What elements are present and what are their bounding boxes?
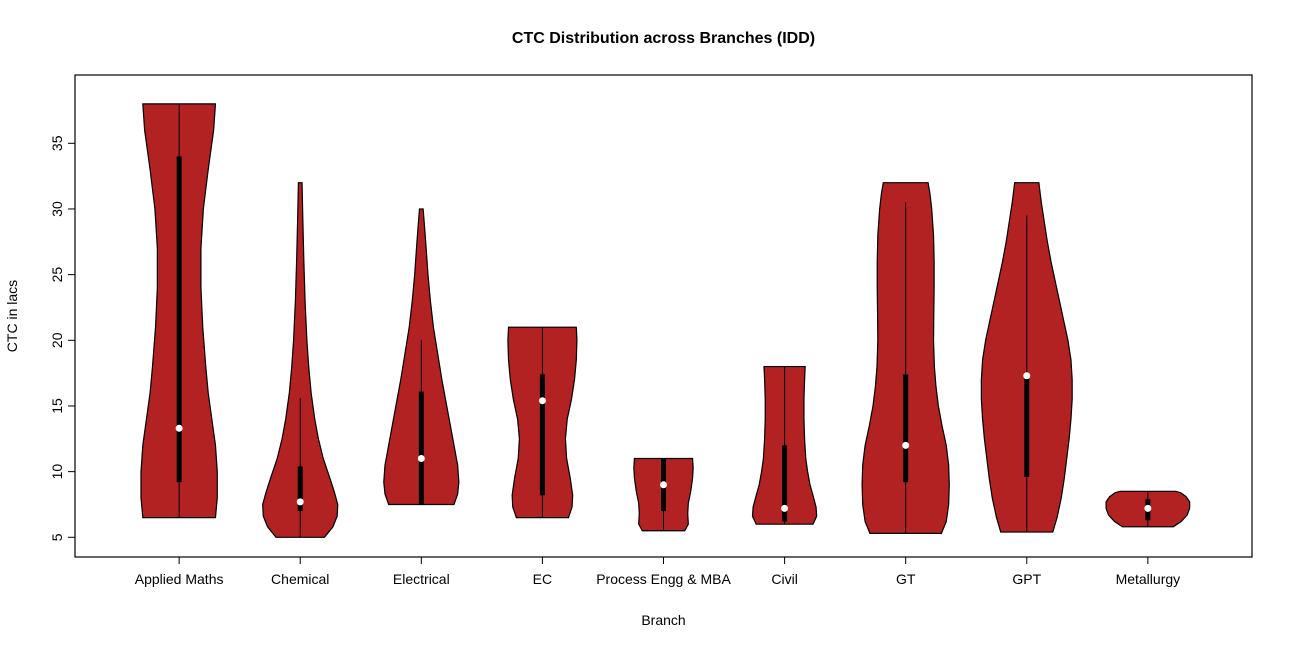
y-tick-label: 15	[49, 398, 65, 414]
iqr-box-applied-maths	[176, 156, 182, 483]
x-tick-label-chemical: Chemical	[271, 571, 329, 587]
iqr-box-gpt	[1024, 373, 1030, 477]
iqr-box-chemical	[297, 466, 303, 512]
x-tick-label-gpt: GPT	[1012, 571, 1041, 587]
plot-border	[74, 74, 1253, 558]
y-tick-label: 30	[49, 201, 65, 217]
median-dot-chemical	[296, 498, 304, 506]
y-tick-label: 25	[49, 267, 65, 283]
iqr-box-civil	[782, 445, 788, 522]
median-dot-gpt	[1023, 372, 1031, 380]
violin-chemical	[262, 182, 339, 538]
x-tick-label-applied-maths: Applied Maths	[135, 571, 224, 587]
median-dot-gt	[902, 441, 910, 449]
y-tick-label: 10	[49, 464, 65, 480]
x-axis-label: Branch	[641, 612, 686, 628]
median-dot-process-engg-mba	[660, 481, 667, 489]
median-dot-electrical	[417, 454, 425, 462]
y-tick-label: 35	[49, 135, 65, 151]
median-dot-ec	[538, 397, 546, 405]
iqr-box-gt	[903, 374, 909, 483]
median-dot-civil	[781, 504, 789, 512]
median-dot-metallurgy	[1144, 504, 1152, 512]
x-tick-label-electrical: Electrical	[393, 571, 450, 587]
iqr-box-electrical	[418, 391, 424, 505]
median-dot-applied-maths	[175, 424, 183, 432]
x-tick-label-gt: GT	[896, 571, 916, 587]
iqr-box-ec	[539, 374, 545, 496]
y-tick-label: 5	[49, 533, 65, 541]
x-tick-label-process-engg-mba: Process Engg & MBA	[596, 571, 731, 587]
x-tick-label-metallurgy: Metallurgy	[1116, 571, 1181, 587]
y-tick-label: 20	[49, 332, 65, 348]
chart-title: CTC Distribution across Branches (IDD)	[511, 30, 816, 47]
x-tick-label-civil: Civil	[771, 571, 797, 587]
x-tick-label-ec: EC	[533, 571, 552, 587]
